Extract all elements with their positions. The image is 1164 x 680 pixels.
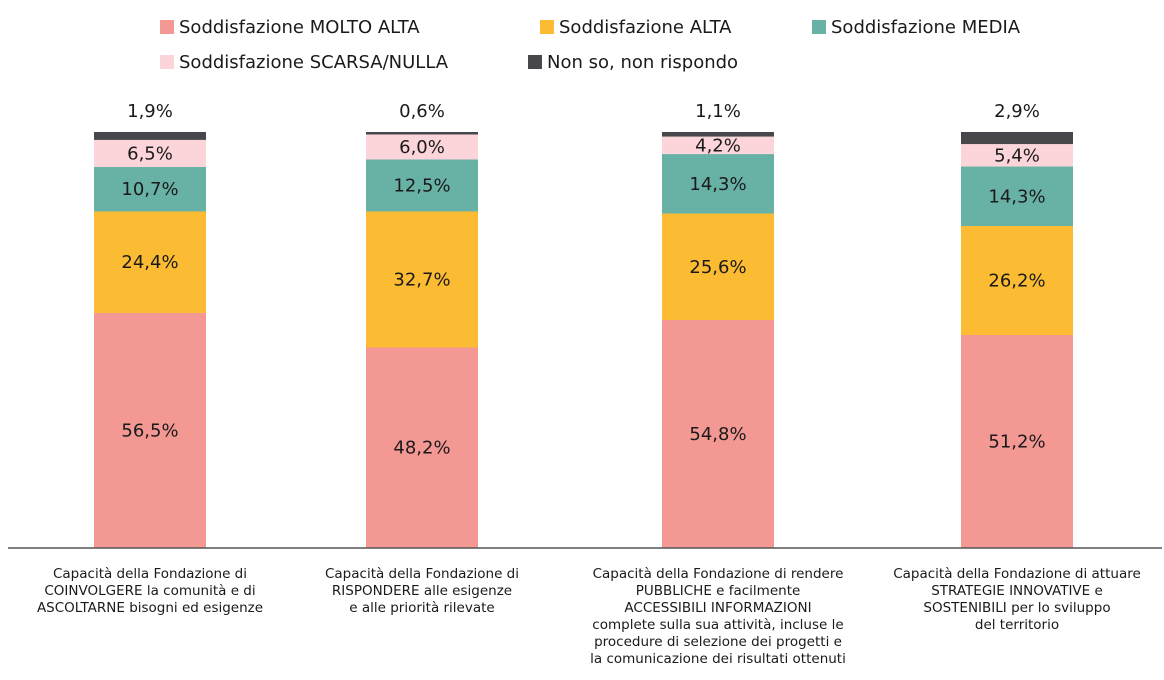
x-tick-label: Capacità della Fondazione di COINVOLGERE… xyxy=(36,566,264,616)
value-label: 0,6% xyxy=(399,101,445,122)
legend-label: Non so, non rispondo xyxy=(547,52,738,73)
bar-segment xyxy=(662,320,774,548)
value-label: 25,6% xyxy=(689,257,746,278)
value-label: 56,5% xyxy=(121,420,178,441)
bar-segment xyxy=(662,136,774,155)
legend-swatch xyxy=(812,20,826,34)
legend-swatch xyxy=(528,55,542,69)
bar-segment xyxy=(662,132,774,137)
bar-segment xyxy=(366,159,478,212)
x-tick-label: Capacità della Fondazione di RISPONDERE … xyxy=(324,566,520,616)
bar-segment xyxy=(94,312,206,548)
bar-segment xyxy=(961,335,1073,548)
bar-segment xyxy=(366,347,478,548)
legend-swatch xyxy=(540,20,554,34)
x-tick-label: Capacità della Fondazione di attuare STR… xyxy=(893,566,1141,633)
bar-segment xyxy=(961,166,1073,227)
bar-segment xyxy=(94,211,206,313)
legend-label: Soddisfazione MEDIA xyxy=(831,17,1021,38)
bar-segment xyxy=(961,132,1073,145)
value-label: 32,7% xyxy=(393,269,450,290)
bar-segment xyxy=(662,213,774,321)
value-label: 51,2% xyxy=(988,432,1045,453)
value-label: 48,2% xyxy=(393,438,450,459)
value-label: 24,4% xyxy=(121,252,178,273)
bar-segment xyxy=(662,154,774,214)
value-label: 4,2% xyxy=(695,135,741,156)
value-label: 6,5% xyxy=(127,143,173,164)
value-label: 14,3% xyxy=(988,186,1045,207)
value-label: 14,3% xyxy=(689,174,746,195)
x-tick-label: Capacità della Fondazione di rendere PUB… xyxy=(590,566,846,667)
value-label: 10,7% xyxy=(121,179,178,200)
legend-swatch xyxy=(160,55,174,69)
value-label: 6,0% xyxy=(399,137,445,158)
bar-segment xyxy=(961,226,1073,336)
bar-segment xyxy=(961,144,1073,167)
bar-segment xyxy=(94,166,206,212)
legend-swatch xyxy=(160,20,174,34)
value-label: 2,9% xyxy=(994,101,1040,122)
legend-label: Soddisfazione ALTA xyxy=(559,17,732,38)
bar-segment xyxy=(366,132,478,135)
bar-segment xyxy=(94,132,206,140)
value-label: 26,2% xyxy=(988,271,1045,292)
bar-segment xyxy=(366,134,478,160)
bar-segment xyxy=(94,139,206,167)
bar-segment xyxy=(366,211,478,348)
value-label: 1,1% xyxy=(695,101,741,122)
value-label: 12,5% xyxy=(393,175,450,196)
value-label: 54,8% xyxy=(689,424,746,445)
legend-label: Soddisfazione SCARSA/NULLA xyxy=(179,52,449,73)
value-label: 1,9% xyxy=(127,101,173,122)
value-label: 5,4% xyxy=(994,145,1040,166)
legend-label: Soddisfazione MOLTO ALTA xyxy=(179,17,420,38)
